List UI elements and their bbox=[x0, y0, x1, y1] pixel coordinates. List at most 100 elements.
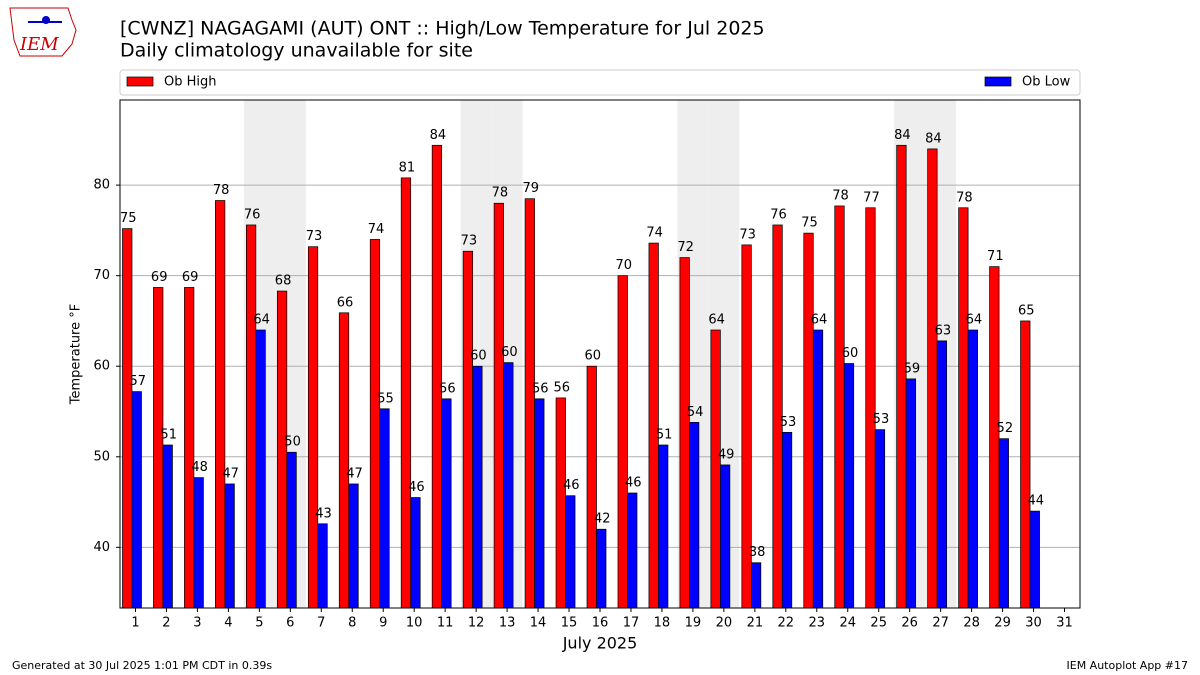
value-label: 60 bbox=[470, 349, 487, 364]
value-label: 47 bbox=[222, 466, 239, 481]
value-label: 59 bbox=[904, 361, 921, 376]
legend-swatch bbox=[126, 76, 154, 87]
value-label: 74 bbox=[368, 222, 385, 237]
value-label: 66 bbox=[337, 295, 354, 310]
bar bbox=[720, 464, 731, 609]
value-label: 42 bbox=[594, 512, 611, 527]
value-label: 49 bbox=[718, 447, 735, 462]
x-tick-label: 28 bbox=[963, 616, 980, 631]
value-label: 63 bbox=[935, 323, 952, 338]
x-tick-label: 10 bbox=[406, 616, 423, 631]
bar bbox=[874, 429, 886, 609]
x-tick-label: 24 bbox=[839, 616, 856, 631]
bar bbox=[812, 329, 824, 609]
legend-label: Ob Low bbox=[1022, 75, 1071, 90]
x-tick-label: 17 bbox=[623, 616, 640, 631]
y-tick-label: 80 bbox=[93, 178, 110, 193]
value-label: 84 bbox=[430, 128, 447, 143]
bar bbox=[781, 431, 793, 609]
value-label: 81 bbox=[399, 160, 416, 175]
x-tick-label: 2 bbox=[162, 616, 170, 631]
bar bbox=[565, 495, 576, 609]
chart-subtitle: Daily climatology unavailable for site bbox=[120, 40, 473, 62]
x-tick-label: 9 bbox=[379, 616, 387, 631]
bar bbox=[131, 391, 142, 609]
x-tick-label: 12 bbox=[468, 616, 485, 631]
value-label: 76 bbox=[244, 207, 261, 222]
value-label: 68 bbox=[275, 274, 292, 289]
value-label: 64 bbox=[253, 313, 270, 328]
value-label: 56 bbox=[532, 381, 549, 396]
bar bbox=[627, 492, 638, 609]
value-label: 78 bbox=[956, 190, 973, 205]
bar bbox=[989, 266, 1000, 609]
value-label: 76 bbox=[770, 207, 787, 222]
value-label: 56 bbox=[554, 380, 571, 395]
bar bbox=[803, 232, 814, 609]
plot-frame bbox=[119, 99, 1081, 609]
legend-swatch bbox=[984, 76, 1012, 87]
value-label: 55 bbox=[377, 391, 394, 406]
x-tick-label: 8 bbox=[348, 616, 356, 631]
bar bbox=[338, 312, 350, 609]
value-label: 46 bbox=[563, 478, 580, 493]
value-label: 53 bbox=[780, 415, 797, 430]
value-label: 51 bbox=[160, 428, 177, 443]
footer-right: IEM Autoplot App #17 bbox=[1067, 659, 1189, 672]
x-tick-label: 11 bbox=[437, 616, 454, 631]
value-label: 73 bbox=[739, 227, 756, 242]
bar bbox=[255, 329, 266, 609]
bar bbox=[472, 365, 483, 609]
bar bbox=[586, 365, 597, 609]
x-tick-label: 22 bbox=[778, 616, 795, 631]
logo: IEM bbox=[9, 7, 77, 57]
y-tick-label: 40 bbox=[93, 540, 110, 555]
bar bbox=[122, 228, 133, 609]
bar bbox=[348, 483, 359, 609]
value-label: 60 bbox=[501, 345, 518, 360]
x-tick-label: 15 bbox=[561, 616, 578, 631]
value-label: 54 bbox=[687, 405, 704, 420]
x-tick-label: 3 bbox=[193, 616, 201, 631]
value-label: 64 bbox=[708, 313, 725, 328]
bar bbox=[865, 207, 876, 609]
value-label: 46 bbox=[625, 475, 642, 490]
value-label: 64 bbox=[966, 313, 983, 328]
legend-box bbox=[119, 69, 1081, 96]
y-tick-label: 70 bbox=[93, 268, 110, 283]
x-tick-label: 4 bbox=[224, 616, 232, 631]
bar bbox=[431, 144, 443, 609]
x-tick-label: 31 bbox=[1056, 616, 1073, 631]
value-label: 78 bbox=[832, 188, 849, 203]
value-label: 38 bbox=[749, 545, 766, 560]
chart-title: [CWNZ] NAGAGAMI (AUT) ONT :: High/Low Te… bbox=[120, 18, 765, 40]
value-label: 72 bbox=[677, 240, 694, 255]
bar bbox=[617, 275, 628, 609]
value-label: 48 bbox=[191, 460, 208, 475]
value-label: 46 bbox=[408, 480, 425, 495]
value-label: 52 bbox=[997, 421, 1014, 436]
value-label: 69 bbox=[182, 270, 199, 285]
y-tick-label: 60 bbox=[93, 359, 110, 374]
bar bbox=[379, 408, 390, 609]
x-tick-label: 29 bbox=[994, 616, 1011, 631]
value-label: 60 bbox=[842, 346, 859, 361]
bar bbox=[307, 246, 319, 609]
value-label: 69 bbox=[151, 270, 168, 285]
value-label: 70 bbox=[615, 258, 632, 273]
value-label: 73 bbox=[461, 234, 478, 249]
legend-label: Ob High bbox=[164, 75, 217, 90]
value-label: 73 bbox=[306, 229, 323, 244]
bar bbox=[462, 250, 473, 609]
x-axis-label: July 2025 bbox=[562, 634, 638, 653]
y-tick-label: 50 bbox=[93, 449, 110, 464]
value-label: 79 bbox=[523, 181, 540, 196]
value-label: 84 bbox=[925, 131, 942, 146]
bar bbox=[193, 477, 204, 609]
x-tick-label: 27 bbox=[932, 616, 949, 631]
bar bbox=[1029, 510, 1040, 609]
bar bbox=[410, 497, 421, 609]
bar bbox=[958, 207, 969, 609]
bar bbox=[967, 329, 978, 609]
